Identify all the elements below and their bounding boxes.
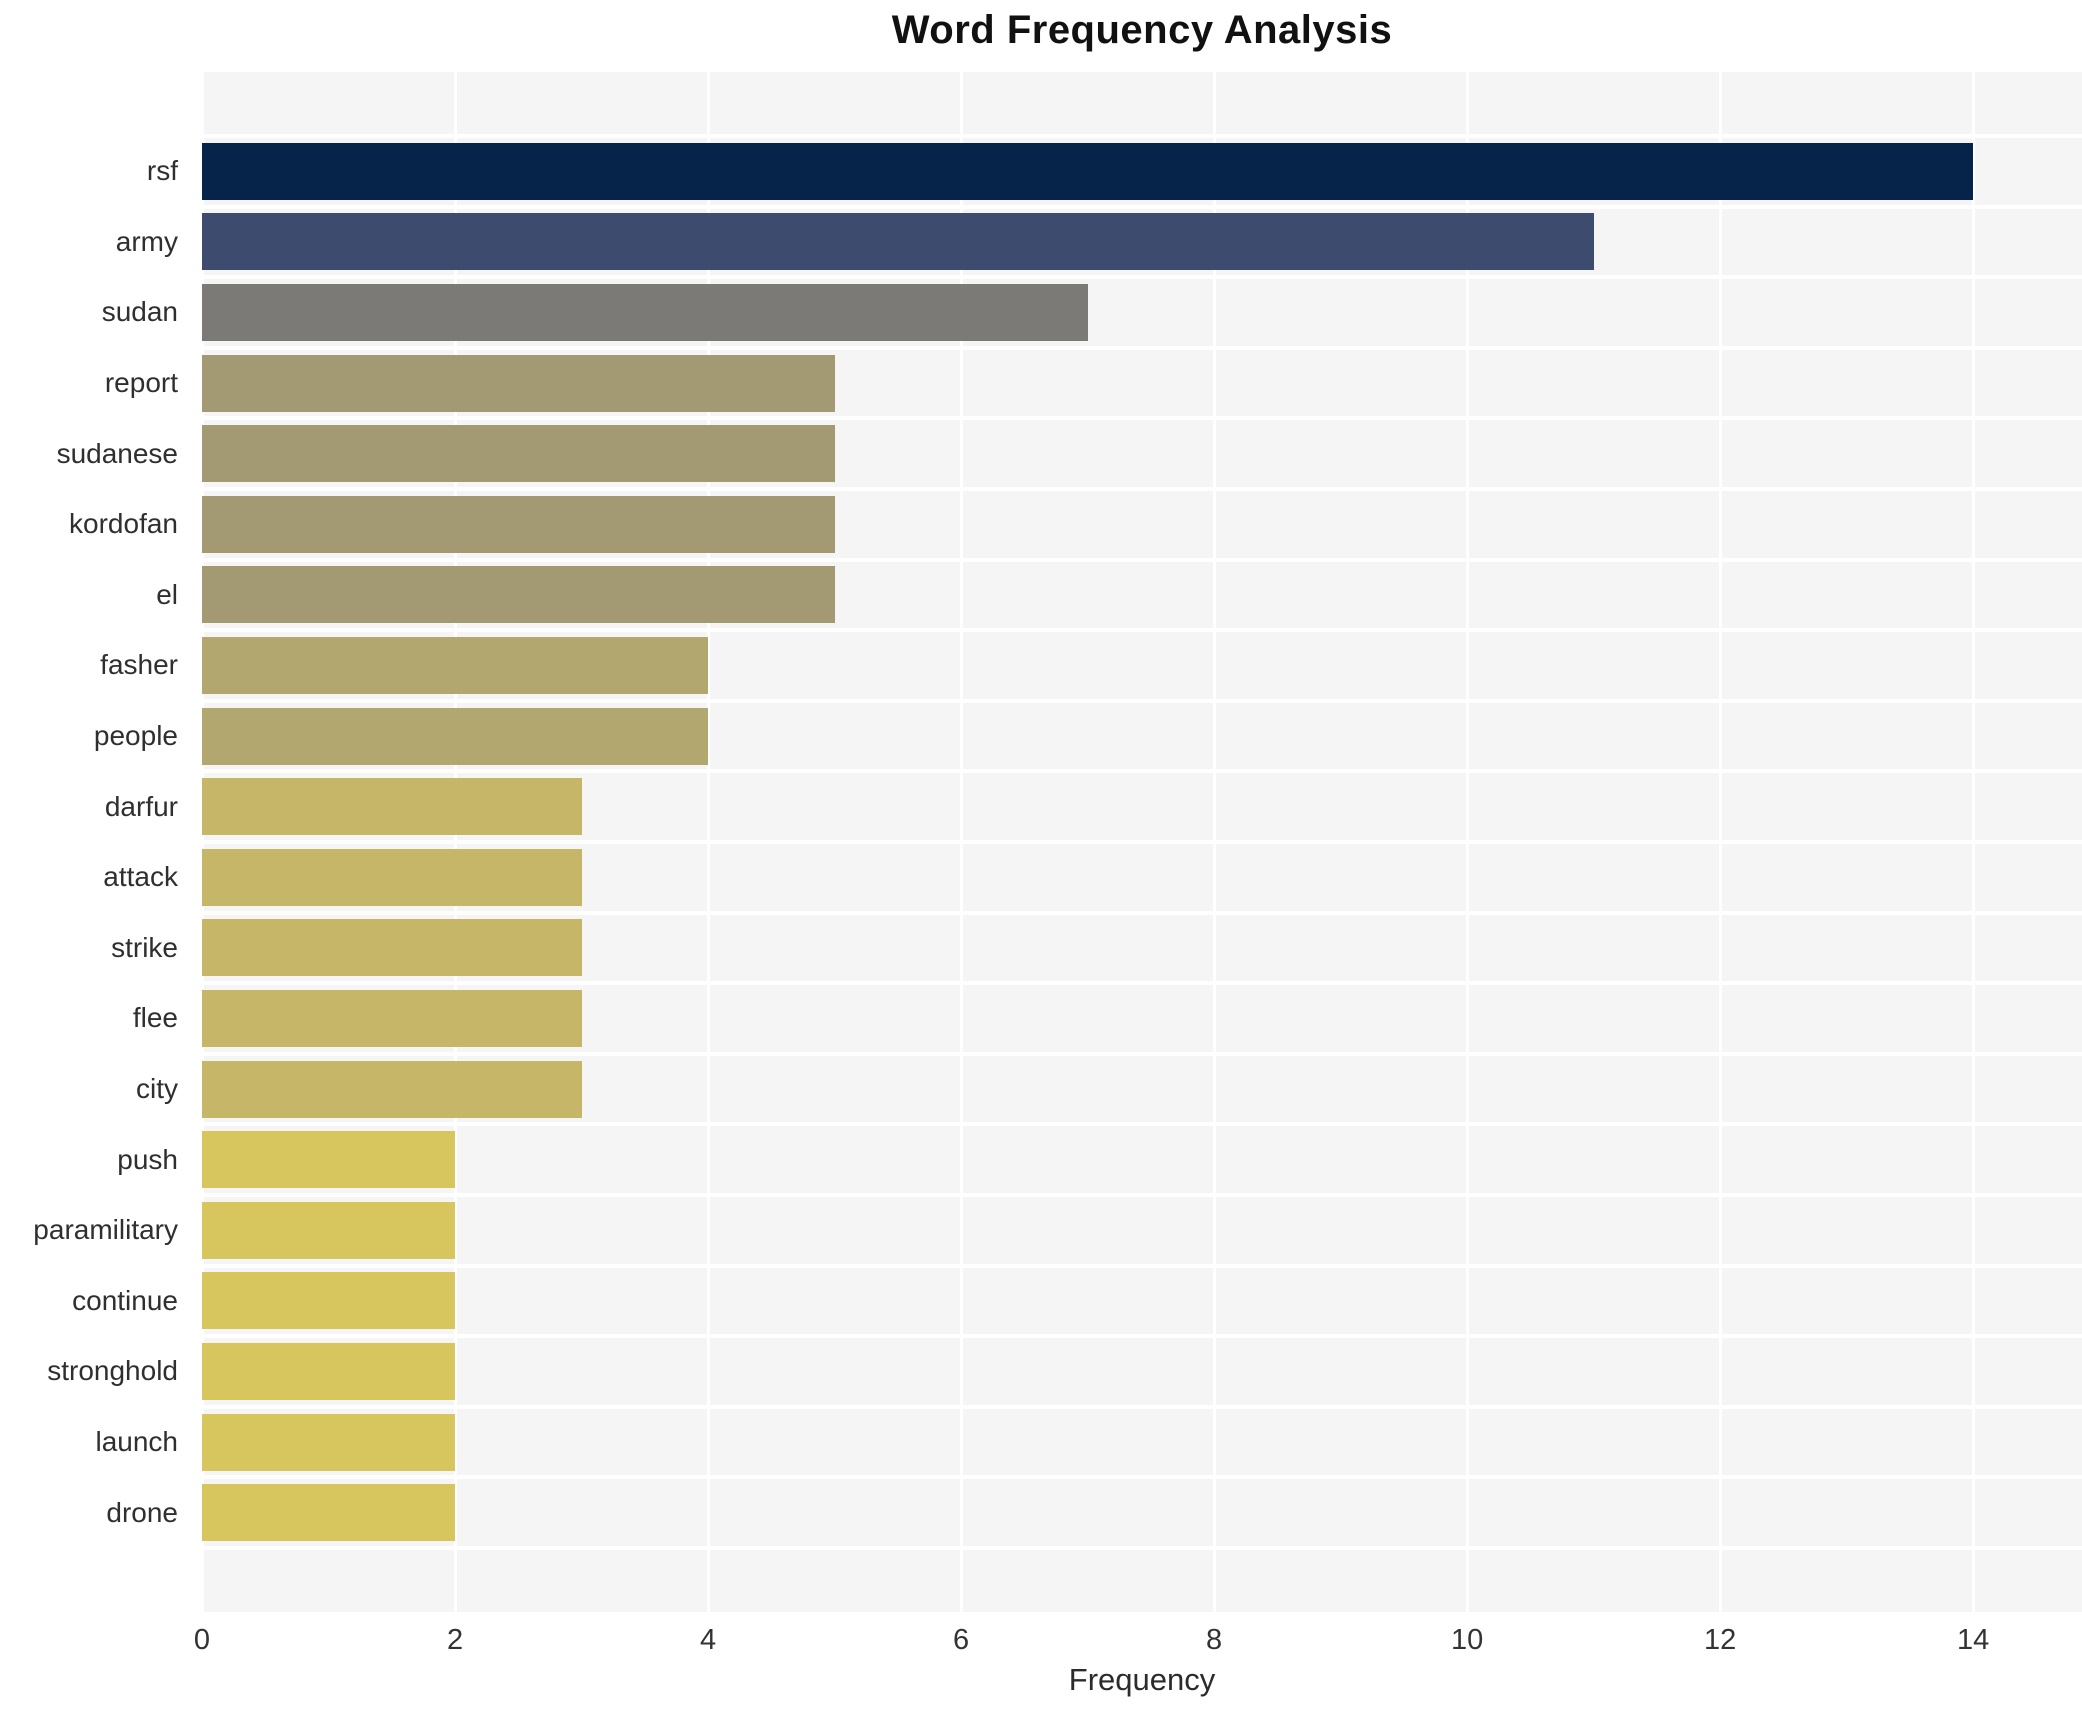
y-gridline [202, 1475, 2082, 1480]
bar-stronghold [202, 1343, 456, 1400]
plot-area [200, 72, 2082, 1612]
y-gridline [202, 840, 2082, 844]
y-tick-label-people: people [93, 720, 178, 752]
y-gridline [202, 1404, 2082, 1409]
bar-darfur [202, 778, 582, 836]
y-gridline [202, 769, 2082, 774]
y-gridline [202, 275, 2082, 280]
y-gridline [202, 1051, 2082, 1056]
y-tick-label-push: push [117, 1143, 178, 1175]
y-gridline [202, 487, 2082, 491]
y-tick-label-strike: strike [111, 931, 178, 963]
bar-launch [202, 1413, 456, 1471]
y-gridline [202, 416, 2082, 421]
bar-fasher [202, 637, 709, 694]
y-tick-label-drone: drone [106, 1496, 178, 1528]
bar-strike [202, 919, 582, 977]
y-gridline [202, 1193, 2082, 1197]
y-tick-label-stronghold: stronghold [47, 1355, 178, 1387]
bar-attack [202, 848, 582, 906]
bar-el [202, 566, 835, 624]
y-gridline [202, 345, 2082, 350]
y-tick-label-darfur: darfur [104, 790, 178, 822]
bar-army [202, 213, 1594, 271]
x-tick-label-4: 4 [699, 1624, 717, 1656]
y-tick-label-launch: launch [95, 1426, 178, 1458]
x-tick-label-8: 8 [1206, 1624, 1223, 1656]
bar-continue [202, 1272, 456, 1330]
y-tick-label-report: report [104, 367, 178, 399]
x-tick-label-10: 10 [1451, 1624, 1484, 1656]
y-tick-label-paramilitary: paramilitary [33, 1214, 178, 1246]
bar-flee [202, 990, 582, 1047]
bar-report [202, 354, 835, 412]
y-tick-label-el: el [156, 578, 178, 610]
bar-city [202, 1060, 582, 1118]
y-tick-label-continue: continue [72, 1284, 178, 1316]
y-tick-label-army: army [115, 225, 178, 257]
y-gridline [202, 557, 2082, 562]
y-tick-label-sudanese: sudanese [56, 437, 178, 469]
y-tick-label-attack: attack [103, 861, 178, 893]
y-gridline [202, 981, 2082, 986]
bar-drone [202, 1484, 456, 1542]
y-gridline [202, 910, 2082, 915]
y-tick-label-flee: flee [132, 1002, 178, 1034]
y-gridline [202, 1334, 2082, 1339]
x-tick-label-6: 6 [953, 1624, 970, 1656]
y-tick-label-kordofan: kordofan [69, 508, 178, 540]
y-gridline [202, 698, 2082, 703]
x-tick-label-0: 0 [193, 1624, 211, 1656]
bar-push [202, 1131, 456, 1189]
y-tick-label-sudan: sudan [101, 296, 178, 328]
bar-people [202, 707, 709, 765]
bar-sudan [202, 284, 1088, 341]
y-tick-label-rsf: rsf [146, 155, 178, 187]
x-tick-label-2: 2 [446, 1624, 464, 1656]
chart-title: Word Frequency Analysis [891, 8, 1393, 52]
x-tick-label-12: 12 [1704, 1624, 1737, 1656]
y-gridline [202, 1122, 2082, 1127]
y-tick-label-city: city [136, 1073, 178, 1105]
y-gridline [202, 1546, 2082, 1550]
y-gridline [202, 134, 2082, 138]
y-tick-label-fasher: fasher [100, 649, 178, 681]
y-gridline [202, 628, 2082, 633]
bar-sudanese [202, 425, 835, 483]
bar-rsf [202, 142, 1974, 200]
y-gridline [202, 1263, 2082, 1268]
bar-paramilitary [202, 1201, 456, 1259]
x-axis-title: Frequency [1068, 1662, 1216, 1697]
x-tick-label-14: 14 [1957, 1624, 1990, 1656]
y-gridline [202, 204, 2082, 209]
bar-kordofan [202, 495, 835, 553]
